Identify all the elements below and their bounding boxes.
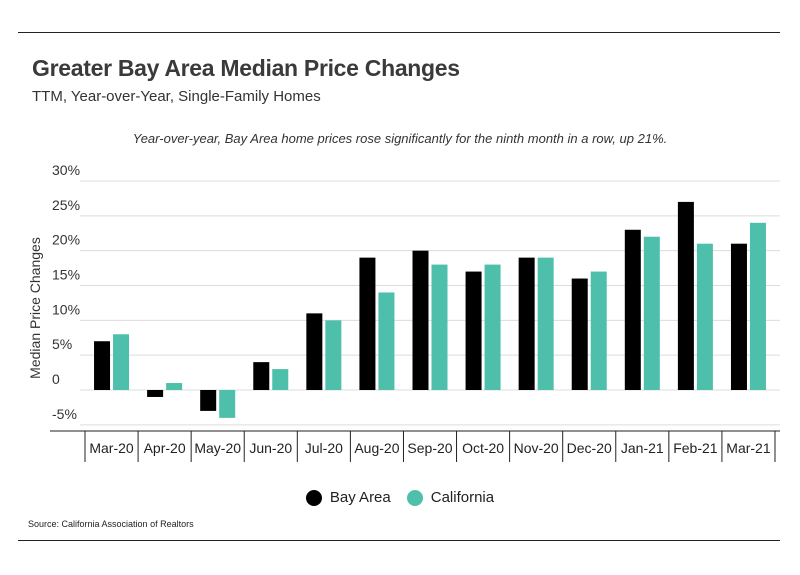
x-tick-label: Apr-20 <box>144 440 186 456</box>
y-tick-label: 25% <box>52 197 80 213</box>
legend: Bay Area California <box>0 489 800 506</box>
legend-label-california: California <box>430 489 495 506</box>
y-axis-ticks: 30% 25% 20% 15% 10% 5% 0 -5% <box>52 162 80 422</box>
x-tick-label: Mar-20 <box>89 440 134 456</box>
bar-bay-area-mar-21 <box>730 243 747 390</box>
chart-title: Greater Bay Area Median Price Changes <box>32 55 460 81</box>
bar-bay-area-jul-20 <box>306 313 323 390</box>
bar-california-mar-21 <box>749 222 766 390</box>
bar-california-aug-20 <box>378 292 395 390</box>
bottom-rule <box>18 540 780 541</box>
bar-california-jun-20 <box>272 369 289 390</box>
bar-california-may-20 <box>219 390 236 418</box>
y-tick-label: 10% <box>52 301 80 317</box>
x-tick-label: Jan-21 <box>621 440 664 456</box>
bar-california-apr-20 <box>166 383 183 390</box>
bar-california-jan-21 <box>643 236 660 390</box>
legend-label-bay-area: Bay Area <box>329 489 391 506</box>
bar-california-sep-20 <box>431 264 448 390</box>
bars <box>94 201 766 418</box>
y-tick-label: 20% <box>52 232 80 248</box>
legend-item-california: California <box>406 489 495 506</box>
bar-bay-area-mar-20 <box>94 341 111 390</box>
x-tick-label: Mar-21 <box>726 440 771 456</box>
bar-bay-area-dec-20 <box>571 278 588 390</box>
bar-bay-area-nov-20 <box>518 257 535 390</box>
chart-annotation: Year-over-year, Bay Area home prices ros… <box>132 131 668 146</box>
y-tick-label: 5% <box>52 336 72 352</box>
gridlines <box>80 180 780 426</box>
y-tick-label: -5% <box>52 406 77 422</box>
x-tick-label: May-20 <box>194 440 241 456</box>
top-rule <box>18 32 780 33</box>
bar-bay-area-feb-21 <box>677 201 694 390</box>
bar-california-oct-20 <box>484 264 501 390</box>
y-tick-label: 30% <box>52 162 80 178</box>
bar-bay-area-jun-20 <box>253 362 270 390</box>
bar-bay-area-apr-20 <box>147 390 164 397</box>
chart-subtitle: TTM, Year-over-Year, Single-Family Homes <box>32 88 321 105</box>
bar-california-feb-21 <box>696 243 713 390</box>
x-tick-label: Aug-20 <box>354 440 399 456</box>
bay-area-swatch <box>305 489 322 506</box>
x-tick-label: Jun-20 <box>249 440 292 456</box>
legend-item-bay-area: Bay Area <box>305 489 391 506</box>
bar-bay-area-sep-20 <box>412 250 429 390</box>
bar-bay-area-oct-20 <box>465 271 482 390</box>
source-note: Source: California Association of Realto… <box>28 519 194 529</box>
bar-california-jul-20 <box>325 320 342 390</box>
x-axis: Mar-20 Apr-20 May-20 Jun-20 Jul-20 Aug-20 Sep-… <box>50 430 780 462</box>
x-tick-label: Oct-20 <box>462 440 504 456</box>
bar-california-nov-20 <box>537 257 554 390</box>
x-tick-label: Nov-20 <box>514 440 559 456</box>
bar-california-mar-20 <box>113 334 130 390</box>
california-swatch <box>406 489 423 506</box>
bar-bay-area-may-20 <box>200 390 217 411</box>
y-tick-label: 0 <box>52 371 60 387</box>
bar-bay-area-jan-21 <box>624 229 641 390</box>
bar-bay-area-aug-20 <box>359 257 376 390</box>
x-tick-label: Feb-21 <box>673 440 718 456</box>
y-axis-label: Median Price Changes <box>27 237 43 379</box>
y-tick-label: 15% <box>52 267 80 283</box>
x-tick-label: Jul-20 <box>305 440 343 456</box>
bar-california-dec-20 <box>590 271 607 390</box>
x-tick-label: Dec-20 <box>567 440 612 456</box>
x-tick-label: Sep-20 <box>407 440 452 456</box>
